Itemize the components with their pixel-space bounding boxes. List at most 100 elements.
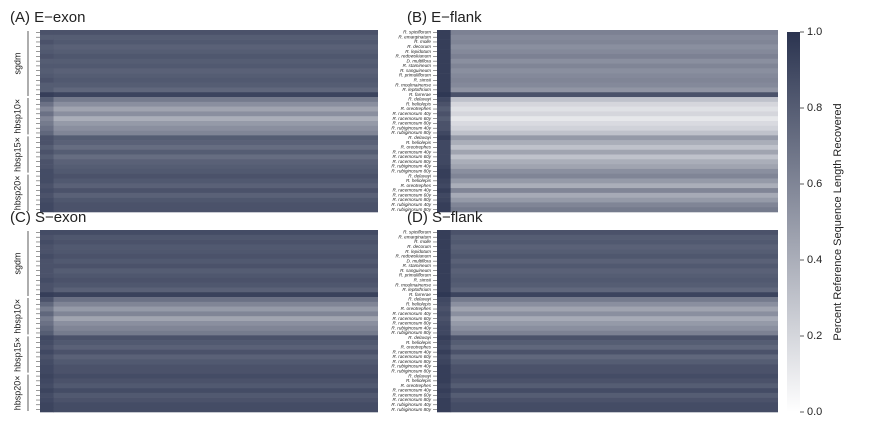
heat-cell [53,249,379,255]
heat-cell [53,183,379,189]
heat-cell [40,234,55,240]
row-label: R. spiciflorum [403,30,431,35]
row-label: R. racemosum 40y [392,349,431,354]
heat-cell [53,344,379,351]
heat-cell [450,244,778,250]
row-label: R. delavayi [408,335,432,340]
heat-cell [53,349,379,355]
heat-cell [437,178,452,184]
heat-cell [53,135,379,141]
row-label: R. molle [414,239,431,244]
heat-cell [40,73,55,79]
heat-cell [450,68,778,74]
colorbar-tick-label: 0.0 [807,406,822,418]
heat-cell [437,316,452,322]
heat-cell [40,39,55,45]
heat-cell [437,230,452,236]
heat-cell [437,207,452,213]
heat-cell [437,239,452,245]
row-label: R. oreotrephes [401,383,432,388]
heat-cell [437,282,452,288]
heat-cell [450,239,778,245]
heat-cell [53,149,379,155]
heat-cell [450,306,778,312]
heat-cell [450,392,778,398]
heat-cell [40,301,55,307]
heat-cell [53,263,379,269]
colorbar-tick-label: 0.6 [807,178,822,190]
heat-cell [53,239,379,245]
heat-cell [437,140,452,146]
group-label: hbsp10× [12,99,22,134]
heat-cell [53,354,379,360]
row-label: R. racemosum 60y [392,392,431,397]
heat-cell [450,82,778,88]
heat-cell [437,188,452,194]
heat-cell [450,402,778,408]
heat-cell [53,277,379,283]
heat-cell [450,397,778,403]
row-label: R. racemosum 60y [392,354,431,359]
heat-cell [40,68,55,74]
row-label: R. primuliflorum [399,73,431,78]
heat-cell [53,234,379,240]
heat-cell [40,30,55,36]
heat-cell [53,383,379,389]
heat-cell [40,297,55,303]
heat-cell [437,349,452,355]
heat-cell [40,335,55,341]
row-label: R. leptothrium [402,287,431,292]
heat-cell [40,97,55,103]
heat-cell [53,125,379,131]
row-label: R. heliolepis [406,101,432,106]
heat-cell [53,159,379,165]
heat-cell [450,378,778,384]
heat-cell [53,282,379,288]
heat-cell [437,244,452,250]
panel-title: (A) E−exon [10,9,85,26]
heat-cell [53,340,379,346]
row-label: R. racemosum 40y [392,111,431,116]
heat-cell [53,392,379,398]
heat-cell [437,234,452,240]
heat-cell [450,202,778,208]
heat-cell [437,173,452,179]
heat-cell [450,49,778,55]
heat-cell [450,383,778,389]
heat-cell [40,183,55,189]
row-label: R. farrerae [409,92,431,97]
heat-cell [450,359,778,365]
heat-cell [40,111,55,117]
heat-cell [53,373,379,379]
heat-cell [437,253,452,260]
heat-cell [40,407,55,413]
heat-cell [40,349,55,355]
heat-cell [437,97,452,103]
heat-cell [53,168,379,174]
heat-cell [40,49,55,55]
colorbar-tick-label: 1.0 [807,26,822,38]
heat-cell [40,178,55,184]
heat-cell [53,378,379,384]
row-label: R. delavayi [408,173,432,178]
heat-cell [437,125,452,131]
heat-cell [437,359,452,365]
heat-cell [437,73,452,79]
heat-cell [53,140,379,146]
heat-cell [53,173,379,179]
heat-cell [450,101,778,107]
heat-cell [40,197,55,203]
heat-cell [53,116,379,122]
row-label: R. redowskianum [396,254,432,259]
heat-cell [437,263,452,269]
heat-cell [450,316,778,322]
heat-cell [53,268,379,274]
heat-cell [437,388,452,394]
heat-cell [40,159,55,165]
row-label: R. decorum [407,244,431,249]
row-label: R. decorum [407,44,431,49]
heat-cell [450,178,778,184]
heat-cell [53,197,379,203]
heat-cell [437,344,452,351]
